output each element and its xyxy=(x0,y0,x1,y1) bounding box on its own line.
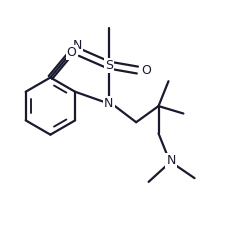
Text: O: O xyxy=(67,46,77,59)
Text: S: S xyxy=(105,59,113,72)
Text: N: N xyxy=(166,154,176,167)
Text: N: N xyxy=(104,97,114,110)
Text: N: N xyxy=(73,39,82,52)
Text: O: O xyxy=(141,64,151,77)
